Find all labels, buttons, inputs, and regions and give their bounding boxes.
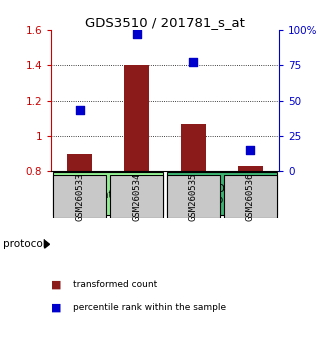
Text: control: control	[91, 190, 125, 200]
Text: transformed count: transformed count	[73, 280, 157, 290]
Bar	[181, 124, 206, 171]
Text: CLDN1
overexpression: CLDN1 overexpression	[185, 184, 259, 205]
Bar	[167, 172, 277, 215]
Text: GSM260533: GSM260533	[75, 172, 84, 221]
Title: GDS3510 / 201781_s_at: GDS3510 / 201781_s_at	[85, 16, 245, 29]
Text: ■: ■	[51, 303, 62, 313]
Bar	[53, 172, 163, 215]
Text: percentile rank within the sample: percentile rank within the sample	[73, 303, 226, 313]
Text: protocol: protocol	[3, 239, 46, 249]
Bar	[238, 166, 263, 171]
Point	[77, 107, 82, 113]
Text: ■: ■	[51, 280, 62, 290]
Bar	[67, 154, 92, 171]
Bar	[167, 175, 220, 218]
Point	[248, 147, 253, 153]
Bar	[110, 175, 163, 218]
Point	[134, 31, 139, 36]
Text: GSM260536: GSM260536	[246, 172, 255, 221]
Bar	[53, 175, 106, 218]
Text: GSM260534: GSM260534	[132, 172, 141, 221]
Bar	[124, 65, 149, 171]
Bar	[224, 175, 277, 218]
Text: GSM260535: GSM260535	[189, 172, 198, 221]
Point	[191, 59, 196, 65]
